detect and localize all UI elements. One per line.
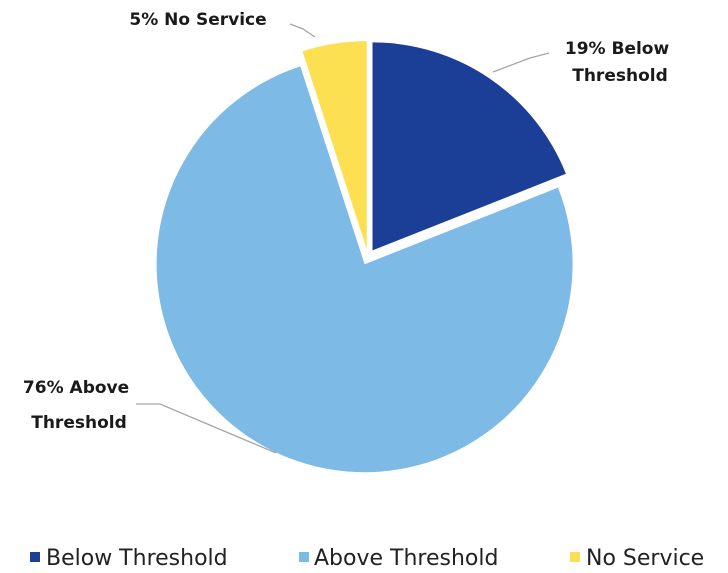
leader-line-below-threshold [492, 52, 550, 73]
legend-label-below-threshold: Below Threshold [46, 546, 228, 571]
leader-line-no-service [289, 23, 316, 38]
data-label-above-threshold-line1: 76% Above [23, 378, 129, 398]
data-label-below-threshold-line2: Threshold [572, 66, 668, 86]
data-label-above-threshold: 76% Above Threshold [23, 378, 135, 433]
data-label-below-threshold-line1: 19% Below [565, 39, 670, 59]
legend-label-above-threshold: Above Threshold [314, 546, 498, 571]
legend-label-no-service: No Service [586, 546, 704, 571]
legend-swatch-no-service [570, 552, 580, 562]
legend-swatch-above-threshold [299, 552, 309, 562]
legend-swatch-below-threshold [30, 552, 40, 562]
leader-lines [136, 23, 550, 454]
leader-line-above-threshold [136, 403, 277, 454]
data-label-below-threshold: 19% Below Threshold [565, 39, 675, 86]
legend: Below Threshold Above Threshold No Servi… [30, 546, 704, 571]
data-label-above-threshold-line2: Threshold [31, 413, 127, 433]
data-label-no-service-line1: 5% No Service [129, 10, 266, 30]
data-label-no-service: 5% No Service [129, 10, 266, 30]
pie-slice-above-threshold [156, 66, 573, 473]
pie-slice-no-service [302, 41, 367, 250]
pie-slice-below-threshold [372, 42, 566, 251]
pie-slices [156, 41, 573, 473]
